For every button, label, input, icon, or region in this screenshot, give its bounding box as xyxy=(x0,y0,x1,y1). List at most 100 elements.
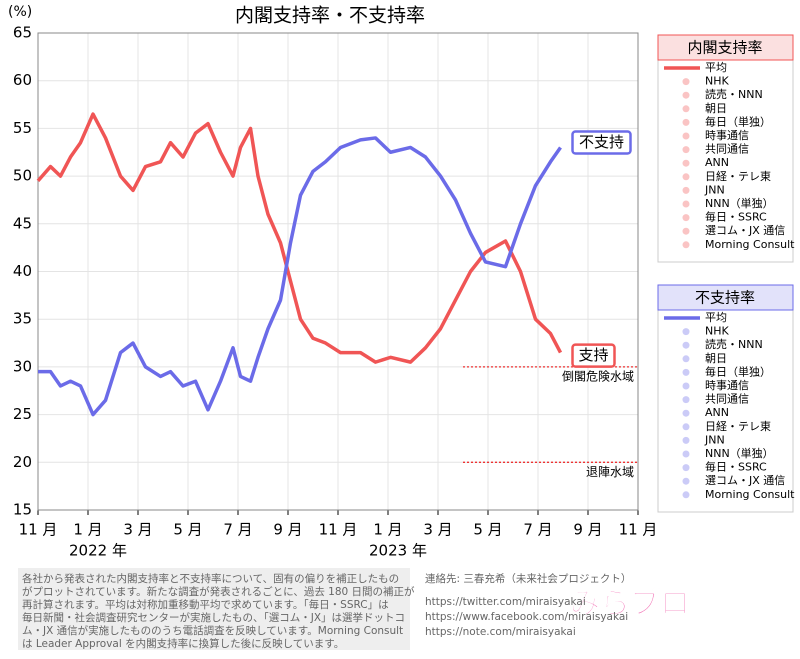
legend-marker xyxy=(682,78,690,86)
legend-label: 朝日 xyxy=(705,102,727,115)
y-tick-label: 55 xyxy=(13,119,32,137)
legend-label: 毎日（単独） xyxy=(705,364,771,378)
note-line: は Leader Approval を内閣支持率に換算した後に反映しています。 xyxy=(22,637,344,650)
legend-label: Morning Consult xyxy=(705,488,795,501)
logo: みらプロ xyxy=(570,587,690,622)
legend-marker xyxy=(682,368,690,376)
series-label-box xyxy=(571,130,632,155)
legend-title: 内閣支持率 xyxy=(687,39,762,57)
y-label: (%) xyxy=(8,4,32,20)
x-tick-label: 1 月 xyxy=(373,521,402,539)
legend-marker xyxy=(682,355,690,363)
legend-label: 日経・テレ東 xyxy=(705,170,771,183)
legend-marker xyxy=(682,450,690,458)
x-tick-label: 3 月 xyxy=(123,521,152,539)
legend-label: 時事通信 xyxy=(705,129,749,142)
legend-marker xyxy=(682,159,690,167)
legend-label: ANN xyxy=(705,406,729,419)
series-label: 支持 xyxy=(578,346,608,364)
legend-marker xyxy=(682,477,690,485)
legend-marker xyxy=(682,396,690,404)
legend-marker xyxy=(682,186,690,194)
legend-label: 毎日（単独） xyxy=(705,114,771,128)
series-label-box xyxy=(571,343,616,368)
legend-label: 共同通信 xyxy=(705,393,749,406)
y-tick-label: 25 xyxy=(13,405,32,423)
plot-frame xyxy=(37,32,639,511)
reference-label: 倒閣危険水域 xyxy=(562,369,634,383)
legend-header xyxy=(657,284,794,311)
legend-marker xyxy=(682,146,690,154)
legend-label: JNN xyxy=(704,183,725,196)
note-line: 各社から発表された内閣支持率と不支持率について、固有の偏りを補正したもの xyxy=(22,572,399,585)
series-line xyxy=(38,136,562,417)
y-tick-label: 40 xyxy=(13,262,32,280)
x-tick-label: 11 月 xyxy=(619,521,658,539)
y-tick-label: 60 xyxy=(13,71,32,89)
chart-title: 内閣支持率・不支持率 xyxy=(235,5,425,27)
legend-marker xyxy=(682,132,690,140)
note-line: ム・JX 通信が実施したもののうち電話調査を反映しています。Morning Co… xyxy=(22,624,403,637)
legend-label: NHK xyxy=(705,325,730,338)
legend-marker xyxy=(682,118,690,126)
series-line xyxy=(36,112,563,364)
legend-box xyxy=(657,34,794,263)
legend-marker xyxy=(682,409,690,417)
note-box xyxy=(18,568,410,650)
legend-marker xyxy=(682,91,690,99)
reference-label: 退陣水域 xyxy=(586,465,634,479)
legend-marker xyxy=(682,382,690,390)
y-tick-label: 20 xyxy=(13,453,32,471)
x-tick-label: 9 月 xyxy=(273,521,302,539)
contact-line: https://twitter.com/miraisyakai xyxy=(425,596,586,608)
y-tick-label: 30 xyxy=(13,357,32,375)
note-line: 毎日新聞・社会調査研究センターが実施したもの、「選コム・JX」は選挙ドットコ xyxy=(22,611,405,624)
x-tick-label: 11 月 xyxy=(19,521,58,539)
legend-marker xyxy=(682,214,690,222)
note-line: 再計算されます。平均は対称加重移動平均で求めています。「毎日・SSRC」は xyxy=(22,598,389,611)
x-tick-label: 5 月 xyxy=(473,521,502,539)
legend-label: 日経・テレ東 xyxy=(705,420,771,433)
y-tick-label: 50 xyxy=(13,167,32,185)
legend-label: 平均 xyxy=(705,61,727,74)
legend-marker xyxy=(682,491,690,499)
x-tick-label: 7 月 xyxy=(523,521,552,539)
x-tick-label: 7 月 xyxy=(223,521,252,539)
legend-header xyxy=(657,34,794,61)
y-tick-label: 65 xyxy=(13,24,32,42)
x-tick-label: 5 月 xyxy=(173,521,202,539)
legend-label: 読売・NNN xyxy=(705,87,763,101)
contact-line: https://note.com/miraisyakai xyxy=(425,626,576,638)
year-label: 2023 年 xyxy=(369,542,427,560)
legend-marker xyxy=(682,227,690,235)
legend-marker xyxy=(682,200,690,208)
legend-marker xyxy=(682,173,690,181)
legend-label: 平均 xyxy=(705,311,727,324)
note-line: がプロットされています。新たな調査が発表されるごとに、過去 180 日間の補正が xyxy=(22,585,415,598)
x-tick-label: 11 月 xyxy=(319,521,358,539)
legend-label: JNN xyxy=(704,433,725,446)
legend-label: Morning Consult xyxy=(705,238,795,251)
legend-label: 毎日・SSRC xyxy=(705,461,767,474)
x-tick-label: 1 月 xyxy=(73,521,102,539)
legend-marker xyxy=(682,423,690,431)
y-tick-label: 45 xyxy=(13,214,32,232)
legend-label: ANN xyxy=(705,156,729,169)
legend-label: 時事通信 xyxy=(705,379,749,392)
legend-label: NNN（単独） xyxy=(705,446,774,460)
legend-label: 選コム・JX 通信 xyxy=(705,224,785,237)
legend-label: 共同通信 xyxy=(705,143,749,156)
legend-label: 朝日 xyxy=(705,352,727,365)
legend-marker xyxy=(682,328,690,336)
legend-label: 毎日・SSRC xyxy=(705,211,767,224)
x-tick-label: 9 月 xyxy=(573,521,602,539)
legend-marker xyxy=(682,464,690,472)
legend-label: NNN（単独） xyxy=(705,196,774,210)
legend-title: 不支持率 xyxy=(695,289,755,307)
y-tick-label: 35 xyxy=(13,310,32,328)
contact-line: https://www.facebook.com/miraisyakai xyxy=(425,611,628,623)
legend-label: 読売・NNN xyxy=(705,337,763,351)
legend-label: 選コム・JX 通信 xyxy=(705,474,785,487)
legend-marker xyxy=(682,241,690,249)
